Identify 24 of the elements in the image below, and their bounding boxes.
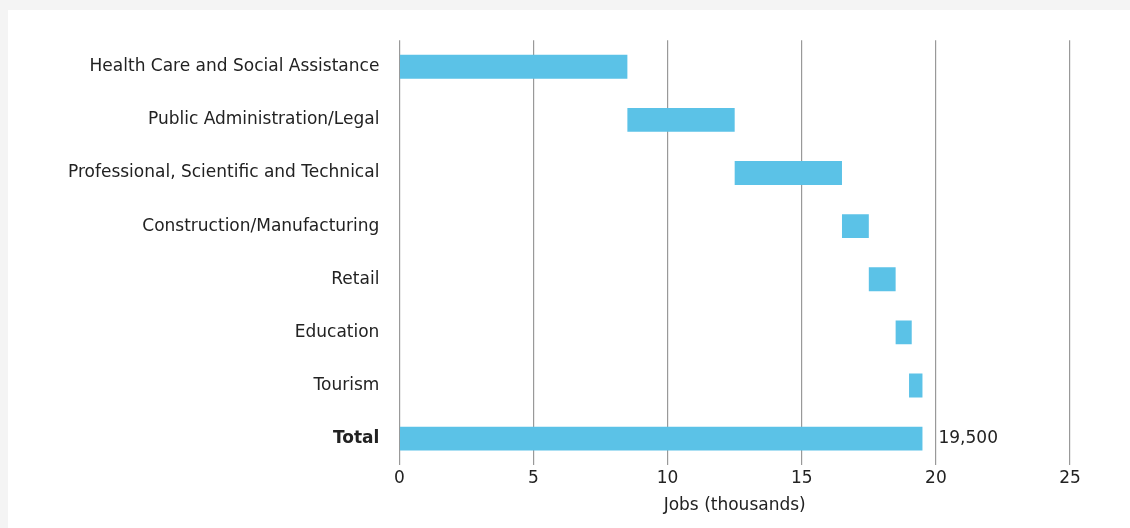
bar (734, 161, 842, 185)
x-tick-label: 10 (656, 466, 679, 487)
y-tick-label: Retail (331, 267, 380, 288)
bar (909, 373, 923, 398)
y-tick-label: Professional, Scientific and Technical (67, 161, 380, 182)
x-axis-title: Jobs (thousands) (662, 494, 806, 515)
bar (399, 426, 923, 451)
x-tick-label: 0 (393, 466, 405, 487)
bar (868, 267, 896, 292)
bar (895, 320, 912, 345)
y-tick-label: Public Administration/Legal (147, 108, 380, 129)
x-tick-label: 25 (1059, 466, 1081, 487)
y-tick-label: Tourism (312, 373, 380, 394)
y-tick-label: Total (332, 427, 380, 448)
x-tick-label: 15 (790, 466, 813, 487)
y-tick-label: Education (294, 320, 380, 341)
y-tick-label: Health Care and Social Assistance (89, 55, 380, 76)
x-tick-label: 20 (925, 466, 947, 487)
annotation: 19,500 (938, 427, 998, 448)
bar (627, 107, 735, 132)
bar (399, 54, 628, 79)
y-tick-label: Construction/Manufacturing (142, 214, 380, 235)
x-tick-label: 5 (528, 466, 539, 487)
bar (841, 214, 869, 239)
